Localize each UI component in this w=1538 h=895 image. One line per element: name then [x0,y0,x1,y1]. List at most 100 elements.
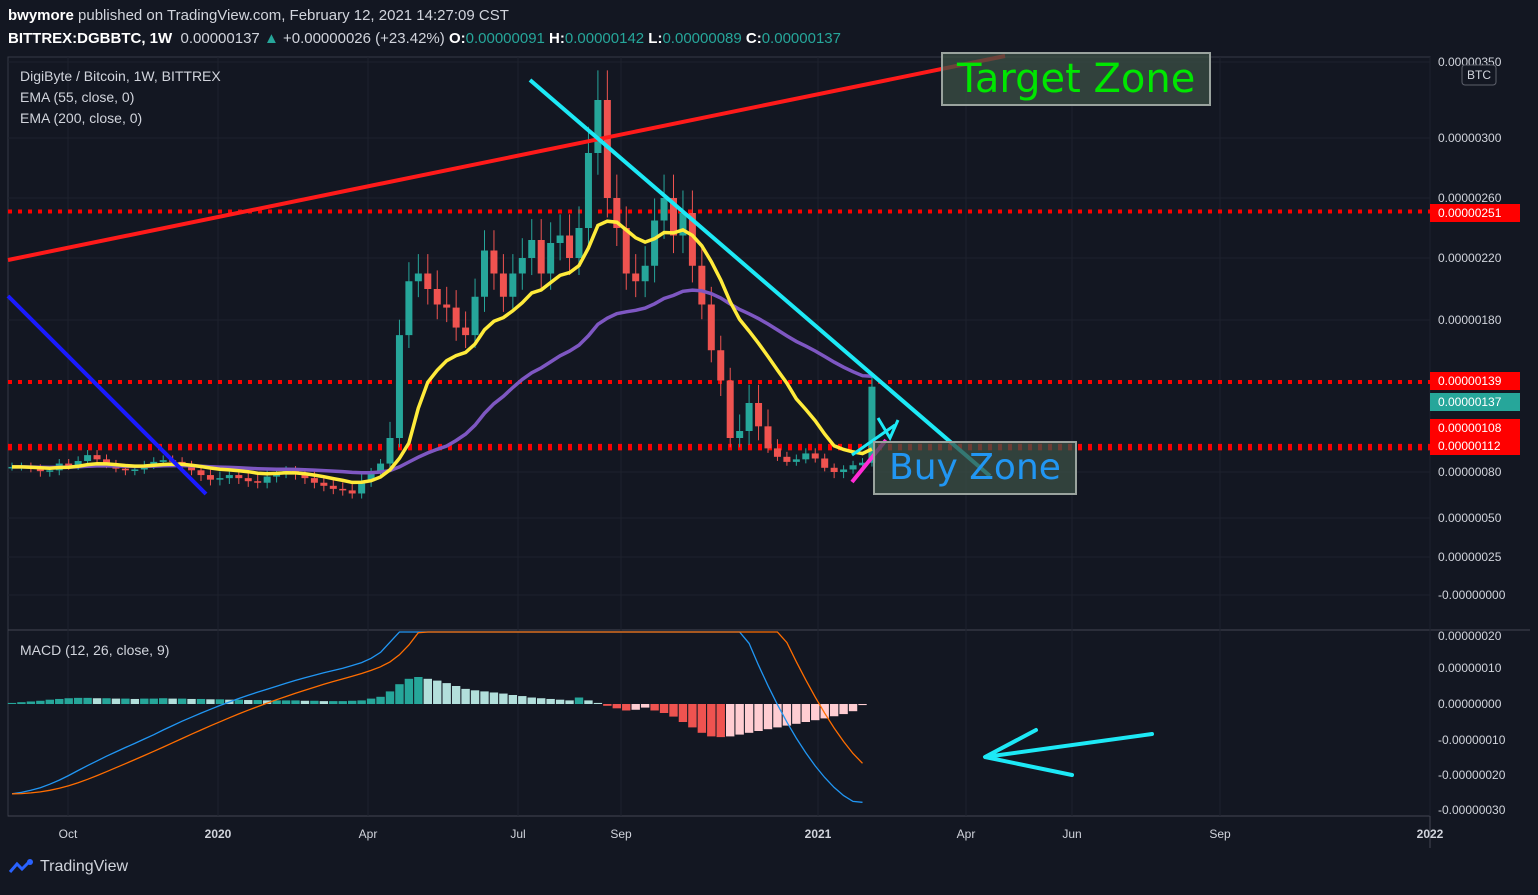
legend-macd[interactable]: MACD (12, 26, close, 9) [20,642,170,658]
candle-body [641,265,649,282]
macd-histogram-bar [376,696,385,704]
candle-body [736,431,744,438]
macd-histogram-bar [395,684,404,704]
trend-drawings[interactable] [6,54,1154,777]
footer-brand-label: TradingView [40,858,129,875]
candle-body [386,438,394,464]
footer-brand[interactable]: TradingView [8,858,128,876]
change-arrow-icon: ▲ [263,30,279,47]
price-change: +0.00000026 (+23.42%) [282,30,445,47]
high-label: H: [549,30,565,47]
candle-body [556,235,564,243]
macd-tick-label: -0.00000030 [1438,803,1506,817]
macd-histogram-bar [716,704,725,738]
macd-histogram-bar [348,700,357,704]
macd-histogram-bar [234,699,243,704]
candle-body [509,273,517,297]
candle-body [310,478,318,483]
macd-histogram-bar [55,698,64,704]
candle-body [405,281,413,336]
macd-histogram-bar [744,704,754,733]
macd-histogram-bar [754,704,763,731]
candle-body [528,240,536,258]
candle-body [103,459,110,465]
time-tick-label: 2021 [805,827,832,841]
candle-body [481,250,488,297]
candle-body [46,470,54,472]
macd-histogram-bar [527,697,536,704]
macd-histogram-bar [385,691,395,704]
macd-histogram-bar [338,701,347,704]
macd-histogram-bar [622,704,631,711]
candle-body [358,481,366,494]
candle-body [121,468,129,471]
candle-body [698,265,706,305]
candle-body [584,153,592,228]
macd-histogram-bar [7,702,17,704]
macd-histogram-bar [763,704,773,730]
arrow-annotation-icon [983,728,1154,777]
candle-body [755,403,763,427]
candle-body [745,403,753,431]
macd-axis-ticks: 0.00000020 0.00000010 0.00000000 -0.0000001… [1438,629,1506,817]
high-value: 0.00000142 [564,30,645,47]
macd-histogram-bar [782,704,792,726]
macd-tick-label: 0.00000000 [1438,697,1502,711]
legend-ema200[interactable]: EMA (200, close, 0) [20,110,143,126]
price-tag-label: 0.00000251 [1438,206,1502,220]
candle-body [490,250,498,274]
candle-body [395,335,403,438]
candle-body [632,273,640,282]
macd-histogram-bar [168,698,177,704]
symbol-label: BITTREX:DGBBTC, 1W [8,30,173,47]
candle-body [868,386,876,463]
macd-histogram-bar [470,690,480,704]
candle-body [197,470,205,476]
candle-body [462,327,470,336]
candle-body [263,476,271,483]
macd-histogram-bar [508,695,518,704]
symbol-line: BITTREX:DGBBTC, 1W 0.00000137 ▲ +0.00000… [8,30,841,47]
candle-body [188,465,196,471]
candle-body [36,468,44,472]
candle-body [717,350,725,381]
legend-title[interactable]: DigiByte / Bitcoin, 1W, BITTREX [20,68,221,84]
macd-pane [7,631,867,803]
candle-body [613,198,621,228]
candle-body [670,198,677,236]
macd-histogram-bar [650,704,659,711]
macd-histogram-bar [319,701,329,704]
candle-body [651,220,659,266]
open-value: 0.00000091 [465,30,545,47]
price-tick-label: 0.00000080 [1438,465,1502,479]
tradingview-logo-icon [8,859,33,873]
macd-histogram-bar [839,704,848,715]
candle-body [206,475,214,480]
candle-body [859,462,866,466]
publisher-name[interactable]: bwymore [8,7,74,24]
macd-histogram-bar [603,704,612,706]
macd-histogram-bar [574,697,584,704]
low-value: 0.00000089 [662,30,742,47]
macd-histogram-bar [461,688,470,704]
ema55-line [12,219,873,485]
candle-body [301,473,309,479]
macd-histogram-bar [149,698,158,704]
price-tag-label: 0.00000139 [1438,374,1502,388]
macd-histogram-bar [262,700,272,704]
macd-histogram-bar [215,699,225,704]
legend-ema55[interactable]: EMA (55, close, 0) [20,89,135,105]
macd-histogram-bar [433,680,442,704]
currency-badge-box [1461,64,1497,86]
macd-histogram-bar [707,704,716,737]
candle-body [225,475,233,479]
candle-body [726,380,734,438]
target-zone-label: Target Zone [941,52,1212,106]
candle-body [84,455,92,462]
price-tag-box [1430,419,1520,437]
candle-body [65,463,73,467]
signal-line [11,631,863,795]
macd-histogram-bar [253,700,262,704]
macd-histogram-bar [489,692,499,704]
